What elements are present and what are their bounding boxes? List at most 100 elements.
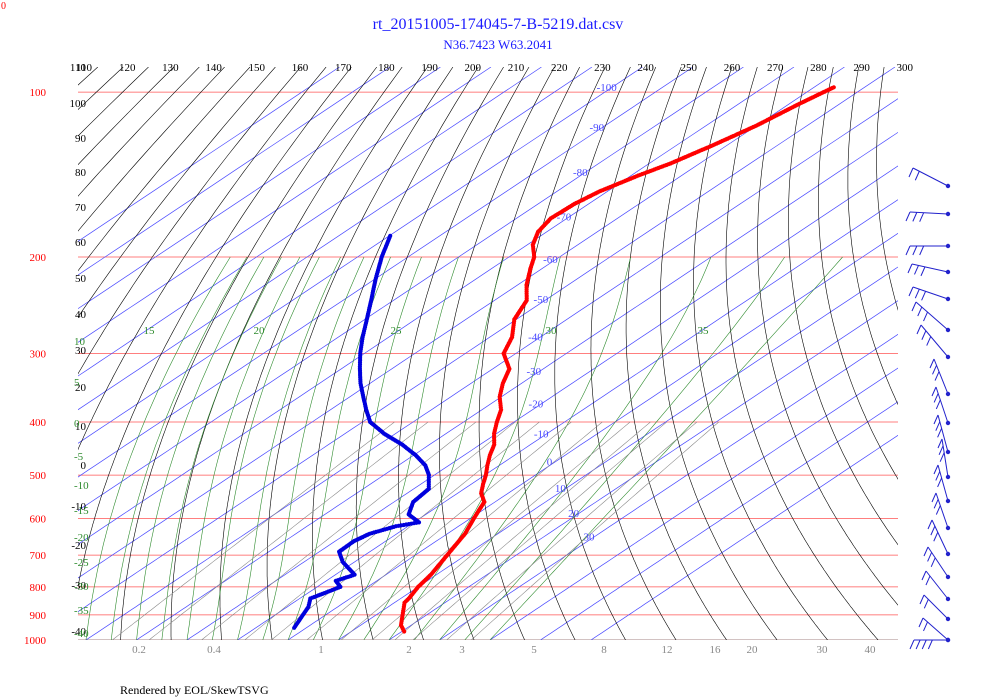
isotherm-label: -40 <box>528 331 543 343</box>
mixing-ratio-line <box>340 421 603 640</box>
moist-adiabat-line <box>136 256 265 640</box>
dry-adiabat-line <box>660 67 778 640</box>
left-axis-tick-label: 80 <box>75 167 87 179</box>
moist-adiabat-line <box>85 256 231 640</box>
mixing-ratio-line <box>446 421 698 640</box>
moist-adiabat-line <box>489 256 843 640</box>
dry-adiabat-line <box>725 67 879 640</box>
moist-adiabat-line <box>338 256 459 640</box>
moist-adiabat-label: -20 <box>74 532 89 544</box>
wind-barb-flag <box>925 575 931 586</box>
wind-barbs <box>905 167 951 650</box>
isotherm-label: -30 <box>527 366 542 378</box>
dry-adiabat-line <box>78 67 327 451</box>
isotherm-label: 20 <box>568 508 580 520</box>
dry-adiabat-line <box>398 67 530 640</box>
dry-adiabat-line <box>78 67 276 318</box>
wind-barb-flag <box>933 532 939 542</box>
isotherm-line <box>540 401 898 640</box>
moist-adiabat-line <box>439 256 712 640</box>
mixing-ratio-line <box>394 421 651 640</box>
wind-barb-flag <box>927 639 933 650</box>
isotherm-label: -80 <box>573 167 588 179</box>
wind-barb-shaft <box>920 324 949 358</box>
wind-barb-shaft <box>912 286 949 300</box>
top-axis-tick-label: 250 <box>681 62 698 74</box>
wind-barb-flag <box>921 330 927 340</box>
wind-barb-flag <box>933 414 939 425</box>
wind-barb-flag <box>937 438 943 449</box>
wind-barb-flag <box>930 557 936 568</box>
mixing-ratio-line <box>148 421 429 640</box>
dry-adiabat-line <box>985 67 1000 640</box>
isotherm-label: -20 <box>529 398 544 410</box>
wind-barb-flag <box>935 471 941 481</box>
pressure-tick-label: 100 <box>30 87 47 99</box>
dry-adiabat-line <box>266 67 454 640</box>
isotherm-line <box>78 67 542 377</box>
pressure-tick-label: 600 <box>30 513 47 525</box>
moist-adiabat-label: -30 <box>74 581 89 593</box>
wind-barb-flag <box>926 336 932 346</box>
isotherm-line <box>78 67 492 343</box>
wind-barb-flag <box>916 324 922 335</box>
wind-barb-flag <box>935 421 941 431</box>
top-axis-tick-label: 110 <box>76 62 93 74</box>
wind-barb-flag <box>934 371 940 381</box>
mixing-ratio-label: 3 <box>459 644 465 656</box>
pressure-tick-label: 1000 <box>24 635 47 647</box>
wind-barb-flag <box>914 288 920 299</box>
isotherm-label: -50 <box>534 294 549 306</box>
top-axis-tick-label: 240 <box>637 62 654 74</box>
pressure-tick-label: 700 <box>30 550 47 562</box>
left-axis-tick-label: 100 <box>70 98 87 110</box>
wind-barb-flag <box>930 525 936 536</box>
top-axis-tick-label: 220 <box>551 62 568 74</box>
moist-adiabat-label: 20 <box>254 325 266 337</box>
isotherm-label: -60 <box>543 254 558 266</box>
wind-barb-flag <box>933 393 939 403</box>
pressure-tick-label: 800 <box>30 582 47 594</box>
moist-adiabat-label: 30 <box>546 325 558 337</box>
pressure-tick-label: 900 <box>30 610 47 622</box>
top-axis-tick-label: 300 <box>897 62 914 74</box>
dry-adiabat-line <box>625 67 727 640</box>
wind-barb-shaft <box>927 546 949 578</box>
pressure-tick-label: 500 <box>30 470 47 482</box>
dry-adiabat-line <box>905 67 1000 640</box>
isotherm-line <box>136 131 898 640</box>
wind-barb-shaft <box>922 617 949 641</box>
dry-adiabat-line <box>439 67 555 640</box>
left-axis-tick-label: 50 <box>75 273 87 285</box>
wind-barb-flag <box>915 639 921 650</box>
wind-barb-flag <box>921 570 927 581</box>
top-axis-tick-label: 210 <box>508 62 525 74</box>
isotherm-line <box>489 367 898 640</box>
top-axis-tick-label: 270 <box>767 62 784 74</box>
wind-barb-flag <box>912 212 918 222</box>
mixing-ratio-label: 40 <box>865 644 877 656</box>
mixing-ratio-line <box>306 421 572 640</box>
wind-barb-flag <box>935 505 941 515</box>
data-layer <box>292 85 836 634</box>
dry-adiabat-line <box>959 67 1000 640</box>
mixing-ratio-label: 12 <box>662 644 673 656</box>
top-axis-tick-label: 180 <box>378 62 395 74</box>
wind-barb-flag <box>921 291 927 301</box>
left-axis-tick-label: 70 <box>75 202 87 214</box>
top-axis-tick-label: 230 <box>594 62 611 74</box>
moist-adiabat-label: -35 <box>74 605 89 617</box>
wind-barb-shaft <box>923 594 949 620</box>
dry-adiabat-line <box>876 67 898 311</box>
wind-barb-flag <box>923 311 928 322</box>
mixing-ratio-label: 1 <box>318 644 324 656</box>
dry-adiabat-line <box>818 67 898 480</box>
wind-barb-flag <box>909 639 915 650</box>
wind-barb-flag <box>907 263 913 274</box>
dry-adiabat-line <box>78 67 301 375</box>
left-axis-tick-label: 90 <box>75 133 87 145</box>
left-axis-tick-label: -20 <box>71 540 86 552</box>
mixing-ratio-label: 2 <box>406 644 412 656</box>
top-axis-tick-label: 170 <box>335 62 352 74</box>
